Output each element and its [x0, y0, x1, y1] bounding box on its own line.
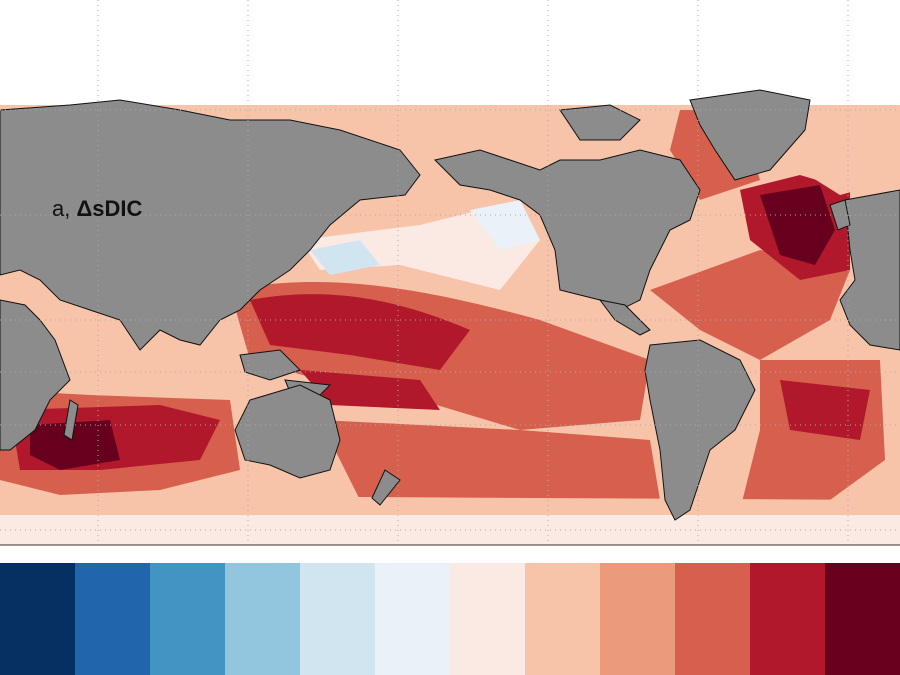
colorbar-swatch — [750, 563, 825, 675]
colorbar — [0, 563, 900, 675]
colorbar-swatch — [675, 563, 750, 675]
colorbar-swatch — [300, 563, 375, 675]
panel-label: a, ΔsDIC — [52, 196, 142, 222]
colorbar-swatch — [600, 563, 675, 675]
graticule — [0, 0, 900, 545]
colorbar-swatch — [75, 563, 150, 675]
panel-variable: ΔsDIC — [76, 196, 143, 221]
colorbar-swatch — [0, 563, 75, 675]
colorbar-swatch — [375, 563, 450, 675]
ocean-map — [0, 0, 900, 546]
colorbar-swatch — [225, 563, 300, 675]
colorbar-swatch — [150, 563, 225, 675]
colorbar-swatch — [825, 563, 900, 675]
land-masses — [0, 89, 900, 521]
colorbar-swatch — [450, 563, 525, 675]
colorbar-swatch — [525, 563, 600, 675]
panel-letter: a, — [52, 196, 71, 221]
